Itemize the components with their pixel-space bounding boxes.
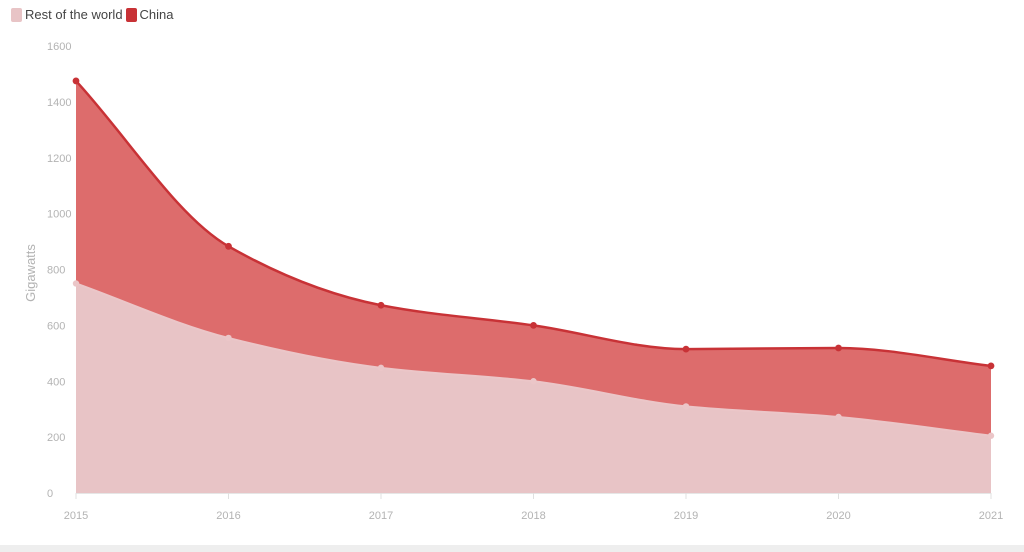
legend-swatch-china <box>125 7 137 22</box>
y-tick-label: 1600 <box>47 41 71 53</box>
x-tick-label: 2019 <box>674 510 698 522</box>
y-axis-title: Gigawatts <box>23 244 38 302</box>
y-tick-label: 1000 <box>47 209 71 221</box>
legend-item-rest-of-world[interactable]: Rest of the world <box>11 7 123 22</box>
point-rest-of-world[interactable] <box>377 364 385 372</box>
y-tick-label: 1200 <box>47 153 71 165</box>
area-rest-of-world <box>76 283 991 493</box>
y-tick-label: 1400 <box>47 97 71 109</box>
plot-area <box>72 77 995 493</box>
y-tick-label: 800 <box>47 265 65 277</box>
point-china[interactable] <box>987 362 995 370</box>
bottom-strip <box>0 545 1024 552</box>
x-tick-label: 2017 <box>369 510 393 522</box>
legend: Rest of the world China <box>11 7 177 22</box>
legend-item-china[interactable]: China <box>125 7 174 22</box>
legend-label-rest-of-world: Rest of the world <box>25 7 123 22</box>
y-tick-label: 400 <box>47 376 65 388</box>
x-tick-label: 2021 <box>979 510 1003 522</box>
point-rest-of-world[interactable] <box>530 378 537 385</box>
point-rest-of-world[interactable] <box>835 413 842 421</box>
area-china <box>76 80 991 436</box>
point-rest-of-world[interactable] <box>72 280 80 287</box>
point-china[interactable] <box>377 301 385 309</box>
point-rest-of-world[interactable] <box>682 403 690 410</box>
point-rest-of-world[interactable] <box>987 432 995 439</box>
x-tick-label: 2018 <box>521 510 545 522</box>
point-rest-of-world[interactable] <box>225 334 232 342</box>
point-china[interactable] <box>530 321 537 329</box>
x-axis: 2015 2016 2017 2018 2019 2020 2021 <box>64 493 1003 522</box>
x-tick-label: 2016 <box>216 510 240 522</box>
point-china[interactable] <box>682 345 690 353</box>
x-tick-label: 2020 <box>826 510 850 522</box>
point-china[interactable] <box>72 77 80 85</box>
x-tick-label: 2015 <box>64 510 88 522</box>
legend-swatch-rest-of-world <box>11 7 22 22</box>
point-china[interactable] <box>225 242 232 250</box>
point-china[interactable] <box>835 344 842 352</box>
y-axis: 0 200 400 600 800 1000 1200 1400 1600 <box>47 41 71 500</box>
y-tick-label: 0 <box>47 488 53 500</box>
y-tick-label: 600 <box>47 320 65 332</box>
y-tick-label: 200 <box>47 432 65 444</box>
legend-label-china: China <box>139 7 174 22</box>
